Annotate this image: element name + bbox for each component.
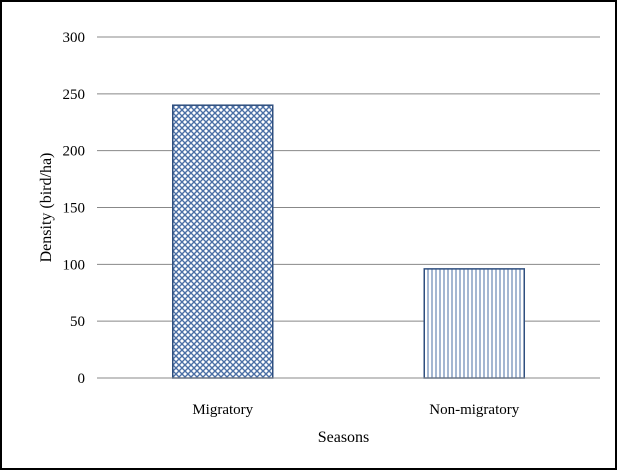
y-tick-label: 100 [63,257,86,273]
bar-non-migratory [423,268,525,379]
bars [172,104,525,379]
y-tick-label: 150 [63,201,86,217]
x-tick-labels: Migratory Non-migratory [192,402,519,418]
x-tick-label: Migratory [192,402,253,418]
y-tick-label: 0 [78,371,86,387]
y-axis-title: Density (bird/ha) [38,153,55,263]
x-axis-title: Seasons [318,429,370,446]
y-tick-label: 300 [63,30,86,46]
y-tick-label: 200 [63,144,86,160]
x-tick-label: Non-migratory [429,402,519,418]
y-tick-labels: 0 50 100 150 200 250 300 [63,30,86,387]
y-tick-label: 50 [70,314,85,330]
bar-migratory [172,104,274,379]
y-tick-label: 250 [63,87,86,103]
